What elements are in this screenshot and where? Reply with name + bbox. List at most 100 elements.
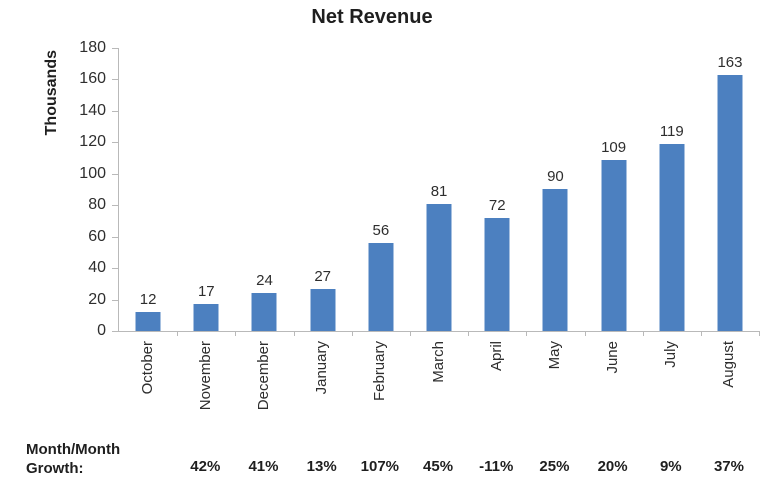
bar-value-label: 109 bbox=[601, 139, 627, 156]
x-axis-tick-mark bbox=[526, 331, 528, 336]
x-axis-tick-mark bbox=[700, 331, 702, 336]
bar bbox=[601, 160, 627, 331]
growth-value: 37% bbox=[713, 458, 744, 475]
plot-area: 12 17 24 27 56 81 72 90 109 119 163 bbox=[118, 48, 761, 336]
x-axis-tick-mark bbox=[293, 331, 295, 336]
growth-row-label-line2: Growth: bbox=[26, 460, 84, 477]
y-axis-tick-mark bbox=[112, 205, 118, 207]
x-axis-tick-mark bbox=[584, 331, 586, 336]
x-axis-label: August bbox=[720, 341, 738, 388]
x-axis-label-cell: January bbox=[293, 332, 351, 432]
x-axis-tick-mark bbox=[468, 331, 470, 336]
bar-value-label: 90 bbox=[547, 168, 564, 185]
growth-value bbox=[118, 457, 176, 477]
y-axis-tick-label: 0 bbox=[97, 322, 106, 339]
x-axis-label: May bbox=[545, 341, 563, 370]
x-axis-label: December bbox=[254, 341, 272, 411]
x-axis-label-cell: July bbox=[642, 332, 700, 432]
category-cell: 90 bbox=[526, 48, 586, 336]
growth-value: 25% bbox=[539, 458, 570, 475]
x-axis-label-cell: February bbox=[351, 332, 409, 432]
growth-value: -11% bbox=[479, 458, 514, 475]
y-axis-tick-mark bbox=[112, 79, 118, 81]
y-axis-tick-label: 120 bbox=[79, 133, 106, 151]
category-cell: 81 bbox=[410, 48, 470, 336]
bar-value-label: 27 bbox=[314, 268, 331, 285]
bar-value-label: 24 bbox=[256, 272, 273, 289]
y-axis-tick-label: 100 bbox=[79, 164, 106, 182]
x-axis-label-cell: March bbox=[409, 332, 467, 432]
bar-value-label: 12 bbox=[139, 291, 157, 308]
y-axis-tick-label: 40 bbox=[88, 259, 106, 277]
bar-value-label: 56 bbox=[372, 222, 390, 239]
y-axis-tick-mark bbox=[112, 48, 118, 49]
x-axis-tick-mark bbox=[409, 331, 411, 336]
category-cell: 17 bbox=[177, 48, 237, 336]
category-cell: 27 bbox=[294, 48, 353, 336]
x-axis-label: October bbox=[138, 341, 156, 395]
category-cell: 163 bbox=[701, 48, 761, 336]
category-cell: 109 bbox=[585, 48, 644, 336]
growth-value: 9% bbox=[659, 458, 682, 475]
y-axis-tick-mark bbox=[112, 236, 118, 238]
bar bbox=[659, 144, 685, 331]
x-axis-label-cell: May bbox=[525, 332, 583, 432]
growth-row-label-line1: Month/Month bbox=[26, 441, 121, 458]
bar bbox=[135, 312, 161, 331]
x-axis-label-cell: November bbox=[176, 332, 234, 432]
x-axis-tick-mark bbox=[642, 331, 644, 336]
y-axis-tick-mark bbox=[112, 173, 118, 175]
category-cell: 119 bbox=[643, 48, 702, 336]
x-axis-label-cell: June bbox=[584, 332, 642, 432]
category-cell: 56 bbox=[352, 48, 411, 336]
x-axis-label: June bbox=[604, 341, 622, 374]
bar bbox=[310, 289, 336, 331]
x-axis-label: July bbox=[662, 341, 680, 368]
y-axis-tick-label: 80 bbox=[88, 196, 106, 214]
bar bbox=[717, 75, 743, 331]
growth-row-label: Month/Month Growth: bbox=[26, 440, 120, 478]
bar-value-label: 81 bbox=[430, 183, 448, 200]
y-axis-tick-label: 20 bbox=[88, 290, 106, 308]
bar-value-label: 17 bbox=[197, 283, 215, 300]
y-axis-tick-label: 180 bbox=[79, 39, 106, 56]
y-axis-tick-mark bbox=[112, 331, 118, 332]
x-axis-label-cell: August bbox=[700, 332, 758, 432]
y-axis-tick-mark bbox=[112, 268, 118, 270]
bar bbox=[251, 293, 277, 331]
x-axis-label-cell: December bbox=[234, 332, 292, 432]
growth-value: 13% bbox=[306, 458, 337, 475]
y-axis-tick-label: 60 bbox=[88, 227, 106, 245]
y-axis-tick-mark bbox=[112, 142, 118, 144]
x-axis-tick-mark bbox=[235, 331, 237, 336]
x-axis-label: November bbox=[196, 341, 214, 411]
x-axis-label: March bbox=[429, 341, 447, 383]
x-axis-label: April bbox=[487, 341, 505, 372]
x-axis-labels: October November December January February Ma… bbox=[118, 332, 758, 432]
category-cell: 12 bbox=[119, 48, 179, 336]
bar bbox=[542, 189, 568, 331]
growth-value: 107% bbox=[360, 458, 400, 475]
growth-row: 42% 41% 13% 107% 45% -11% 25% 20% 9% 37% bbox=[118, 457, 758, 477]
bar bbox=[193, 304, 219, 331]
growth-value: 20% bbox=[597, 458, 628, 475]
y-axis-tick-mark bbox=[112, 299, 118, 301]
chart-title: Net Revenue bbox=[311, 6, 433, 28]
x-axis-tick-mark bbox=[759, 331, 761, 336]
bar-value-label: 72 bbox=[488, 197, 506, 214]
y-axis-tick-label: 140 bbox=[79, 101, 106, 119]
x-axis-label: January bbox=[313, 341, 331, 395]
category-cell: 24 bbox=[235, 48, 295, 336]
category-cell: 72 bbox=[468, 48, 528, 336]
growth-value: 45% bbox=[423, 458, 454, 475]
x-axis-label: February bbox=[371, 341, 389, 402]
y-axis-title: Thousands bbox=[43, 50, 60, 136]
bar bbox=[484, 218, 510, 331]
growth-value: 41% bbox=[248, 458, 279, 475]
bar-value-label: 119 bbox=[659, 123, 684, 140]
y-axis-tick-mark bbox=[112, 110, 118, 112]
bar-value-label: 163 bbox=[717, 54, 743, 71]
bar bbox=[426, 204, 452, 331]
growth-value: 42% bbox=[190, 458, 221, 475]
